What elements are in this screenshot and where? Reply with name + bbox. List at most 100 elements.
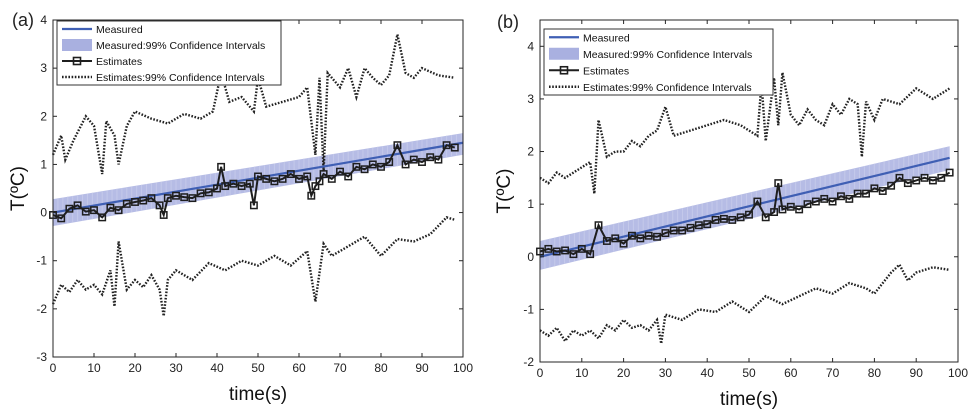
x-tick-label: 30	[659, 366, 673, 380]
estimates-marker	[360, 165, 369, 174]
estimates-marker	[155, 201, 164, 210]
estimates-marker	[307, 191, 316, 200]
x-tick-label: 90	[415, 361, 429, 375]
estimates-marker	[270, 177, 279, 186]
estimates-marker	[98, 213, 107, 222]
y-tick-label: 4	[527, 39, 534, 53]
estimates-marker	[418, 158, 426, 166]
y-tick-label: 2	[40, 109, 47, 123]
estimates-marker	[661, 229, 670, 238]
legend: Measured Measured:99% Confidence Interval…	[56, 20, 282, 86]
x-tick-label: 30	[169, 361, 183, 375]
panel-a: (a) 0 10 20 30 40 50 60 70 80 90 100 -3 -2 -1 0 1 2 3 4 time…	[8, 10, 473, 405]
estimates-marker	[73, 201, 82, 210]
estimates-marker	[434, 155, 443, 164]
estimates-marker	[204, 188, 213, 197]
estimates-marker	[628, 231, 636, 240]
estimates-marker	[229, 179, 238, 188]
estimates-marker	[114, 206, 123, 215]
estimates-marker	[870, 184, 879, 193]
estimates-marker	[745, 210, 753, 219]
estimates-marker	[686, 223, 695, 232]
estimates-marker	[249, 201, 258, 210]
legend-label: Measured:99% Confidence Intervals	[583, 49, 752, 61]
x-tick-label: 20	[128, 361, 142, 375]
estimates-marker	[311, 182, 320, 191]
y-tick-label: 3	[40, 61, 47, 75]
estimates-marker	[569, 250, 578, 259]
estimates-marker	[778, 205, 787, 214]
estimates-marker	[761, 213, 770, 222]
estimates-marker	[878, 187, 887, 195]
estimates-marker	[912, 176, 921, 185]
estimates-marker	[611, 234, 620, 243]
legend-swatch-marker	[72, 56, 82, 66]
estimates-marker	[803, 200, 812, 209]
y-axis-label: T(ºC)	[494, 169, 515, 214]
legend-label: Measured	[583, 32, 630, 44]
estimates-ci-lower-line	[539, 262, 950, 344]
legend-label: Estimates	[583, 65, 629, 77]
estimates-marker	[594, 221, 603, 230]
legend-swatch-ci-band	[549, 47, 579, 60]
estimates-marker	[703, 220, 712, 229]
x-tick-label: 70	[333, 361, 347, 375]
panel-b: (b) 0 10 20 30 40 50 60 70 80 90 100 -2 -1 0 1 2 3 4 time(s…	[494, 12, 968, 410]
estimates-marker	[319, 170, 328, 179]
estimates-marker	[327, 174, 336, 183]
legend-swatch-marker	[559, 65, 569, 75]
estimates-marker	[820, 194, 829, 203]
estimates-marker	[837, 192, 845, 201]
estimates-marker	[811, 197, 820, 206]
estimates-marker	[377, 162, 385, 171]
estimates-marker	[887, 181, 896, 190]
x-tick-label: 10	[575, 366, 589, 380]
estimates-line	[52, 142, 456, 220]
estimates-marker	[163, 194, 172, 203]
estimates-marker	[90, 206, 98, 215]
estimates-marker	[853, 189, 862, 198]
x-tick-label: 60	[292, 361, 306, 375]
estimates-marker	[602, 237, 611, 245]
x-tick-label: 50	[742, 366, 756, 380]
x-tick-label: 50	[251, 361, 265, 375]
x-tick-label: 90	[910, 366, 924, 380]
y-tick-label: 3	[527, 92, 534, 106]
estimates-marker	[81, 207, 90, 216]
y-tick-label: -3	[36, 350, 47, 364]
x-tick-label: 20	[617, 366, 631, 380]
x-tick-label: 10	[87, 361, 101, 375]
estimates-marker	[920, 173, 929, 182]
estimates-marker	[213, 184, 221, 193]
estimates-marker	[586, 250, 595, 259]
estimates-marker	[139, 196, 148, 205]
y-tick-label: -2	[36, 302, 47, 316]
estimates-marker	[895, 173, 904, 182]
estimates-marker	[286, 170, 295, 179]
x-tick-label: 80	[374, 361, 388, 375]
estimates-marker	[147, 194, 156, 203]
x-axis-label: time(s)	[229, 384, 287, 405]
estimates-marker	[401, 160, 410, 169]
estimates-marker	[636, 234, 645, 243]
estimates-marker	[669, 226, 678, 235]
estimates-ci-upper-line	[539, 72, 951, 194]
estimates-ci-lower-line	[51, 216, 456, 317]
estimates-marker	[409, 155, 418, 164]
estimates-marker	[426, 153, 435, 162]
estimates-marker	[65, 204, 74, 213]
x-tick-label: 0	[537, 366, 544, 380]
estimates-marker	[619, 239, 628, 248]
estimates-marker	[188, 194, 197, 203]
estimates-marker	[903, 179, 912, 188]
estimates-marker	[552, 247, 561, 256]
estimates-marker	[278, 174, 287, 183]
estimates-marker	[828, 197, 837, 206]
x-tick-label: 80	[868, 366, 882, 380]
x-tick-label: 0	[50, 361, 57, 375]
estimates-marker	[217, 162, 226, 171]
estimates-marker	[344, 172, 353, 181]
estimates-marker	[122, 199, 131, 208]
estimates-marker	[352, 162, 361, 171]
